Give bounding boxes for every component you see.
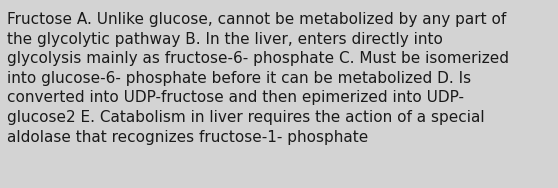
Text: Fructose A. Unlike glucose, cannot be metabolized by any part of
the glycolytic : Fructose A. Unlike glucose, cannot be me… (7, 12, 509, 145)
